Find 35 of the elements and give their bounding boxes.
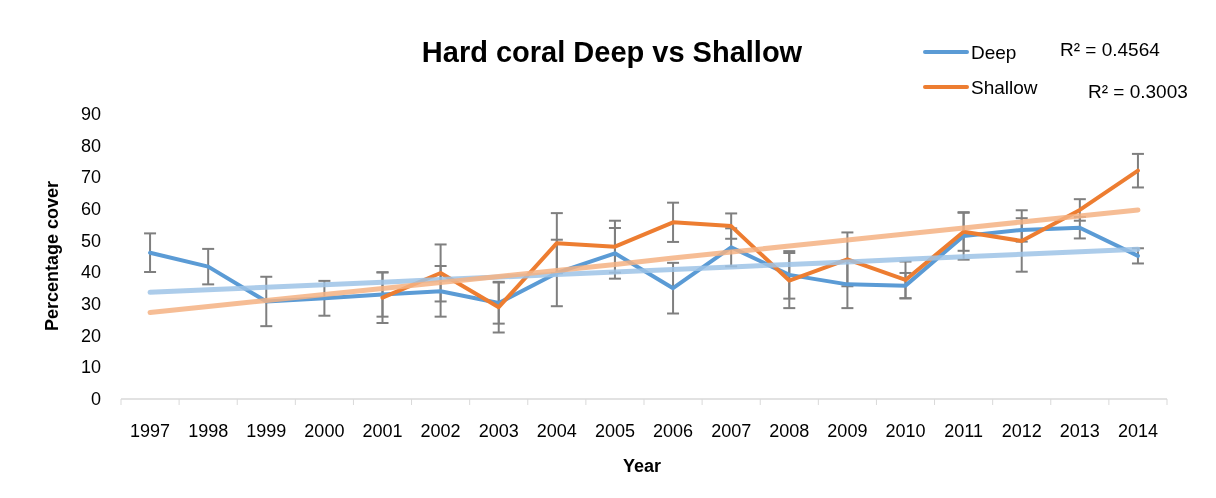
y-tick-label: 30 <box>80 294 101 314</box>
text: R² = 0.3003 <box>1088 81 1188 102</box>
x-tick-label: 2003 <box>478 421 519 441</box>
x-tick-label: 1999 <box>246 421 287 441</box>
y-tick-label: 20 <box>80 325 101 346</box>
y-tick-label: 80 <box>80 135 101 156</box>
y-tick-label: 70 <box>80 167 101 188</box>
legend-label: Deep <box>971 42 1017 63</box>
x-tick-label: 2002 <box>420 421 461 441</box>
text: R² = 0.4564 <box>1060 39 1161 60</box>
x-tick-label: 2007 <box>711 421 752 441</box>
y-tick-label: 60 <box>80 199 101 219</box>
x-axis-title: Year <box>622 456 662 476</box>
x-tick-label: 2012 <box>1001 421 1042 441</box>
x-tick-label: 2014 <box>1117 421 1158 441</box>
x-tick-label: 2000 <box>304 421 345 441</box>
x-tick-label: 1998 <box>188 421 229 441</box>
x-tick-label: 2008 <box>769 421 810 441</box>
x-tick-label: 2006 <box>653 421 694 441</box>
y-tick-label: 40 <box>80 262 101 283</box>
x-tick-label: 2009 <box>827 421 868 441</box>
chart-title: Hard coral Deep vs Shallow <box>421 36 803 68</box>
x-tick-label: 2004 <box>536 421 577 441</box>
x-tick-label: 2011 <box>944 421 983 441</box>
x-tick-label: 1997 <box>130 421 171 441</box>
x-tick-label: 2013 <box>1059 421 1100 441</box>
y-tick-label: 10 <box>80 357 101 378</box>
x-tick-label: 2001 <box>362 421 403 441</box>
y-tick-label: 50 <box>80 230 101 251</box>
y-tick-label: 0 <box>90 389 101 409</box>
y-tick-label: 90 <box>80 104 101 124</box>
legend-label: Shallow <box>971 77 1038 98</box>
x-tick-label: 2010 <box>885 421 926 441</box>
y-axis-title: Percentage cover <box>42 180 62 332</box>
x-tick-label: 2005 <box>594 421 635 441</box>
